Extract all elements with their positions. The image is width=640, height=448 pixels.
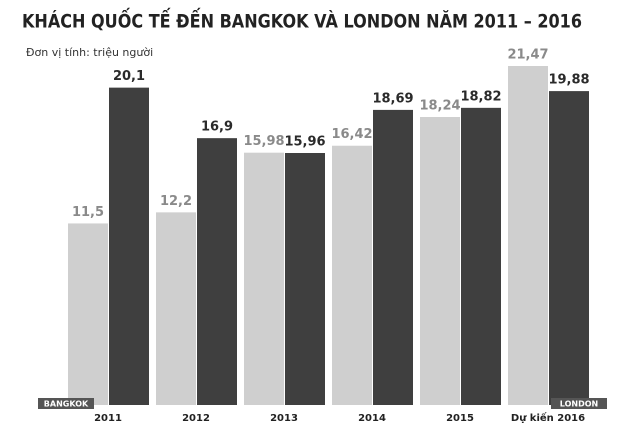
legend-badge: [551, 398, 607, 409]
value-label: 20,1: [113, 69, 145, 84]
value-label: 15,96: [284, 135, 325, 150]
bar: [549, 91, 589, 406]
value-label: 16,9: [201, 120, 233, 135]
bar: [109, 87, 149, 405]
bar: [156, 212, 196, 405]
bar: [285, 153, 325, 405]
bar: [197, 138, 237, 405]
x-tick-label: 2013: [270, 413, 298, 424]
value-label: 18,24: [419, 99, 460, 114]
bar: [420, 117, 460, 405]
legend-label: LONDON: [560, 400, 598, 409]
bar: [244, 152, 284, 405]
x-tick-label: 2012: [182, 413, 210, 424]
bar: [373, 109, 413, 405]
value-label: 21,47: [507, 48, 548, 63]
legend-label: BANGKOK: [44, 400, 89, 409]
value-label: 19,88: [548, 73, 589, 88]
bar: [68, 223, 108, 405]
bar: [332, 145, 372, 405]
value-label: 15,98: [243, 134, 284, 149]
value-label: 12,2: [160, 194, 192, 209]
x-tick-label: Dự kiến 2016: [511, 411, 585, 424]
chart-title: KHÁCH QUỐC TẾ ĐẾN BANGKOK VÀ LONDON NĂM …: [22, 7, 582, 33]
value-label: 11,5: [72, 205, 104, 220]
x-tick-label: 2014: [358, 413, 386, 424]
bar: [508, 66, 548, 405]
chart-subtitle: Đơn vị tính: triệu người: [26, 46, 153, 59]
value-label: 18,82: [460, 89, 501, 104]
value-label: 16,42: [331, 127, 372, 142]
value-label: 18,69: [372, 91, 413, 106]
legend-badge: [38, 398, 94, 409]
bar: [461, 107, 501, 405]
x-tick-label: 2011: [94, 413, 122, 424]
x-tick-label: 2015: [446, 413, 474, 424]
